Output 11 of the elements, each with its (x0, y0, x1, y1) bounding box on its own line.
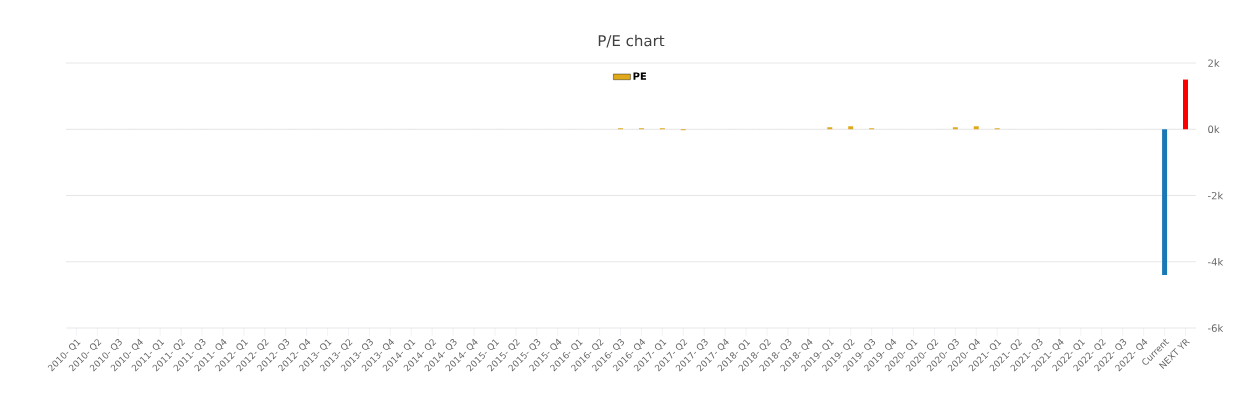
bar (1183, 79, 1189, 130)
bar (848, 126, 854, 130)
y-tick-label: 0k (1208, 125, 1220, 134)
y-tick-label: -4k (1207, 257, 1224, 266)
chart-title: P/E chart (598, 34, 665, 48)
y-tick-label: 2k (1208, 59, 1220, 67)
y-tick-label: -6k (1207, 324, 1224, 332)
bar (973, 126, 979, 130)
legend-label: PE (633, 72, 647, 80)
y-tick-label: -2k (1207, 191, 1224, 200)
bar (1162, 129, 1168, 275)
